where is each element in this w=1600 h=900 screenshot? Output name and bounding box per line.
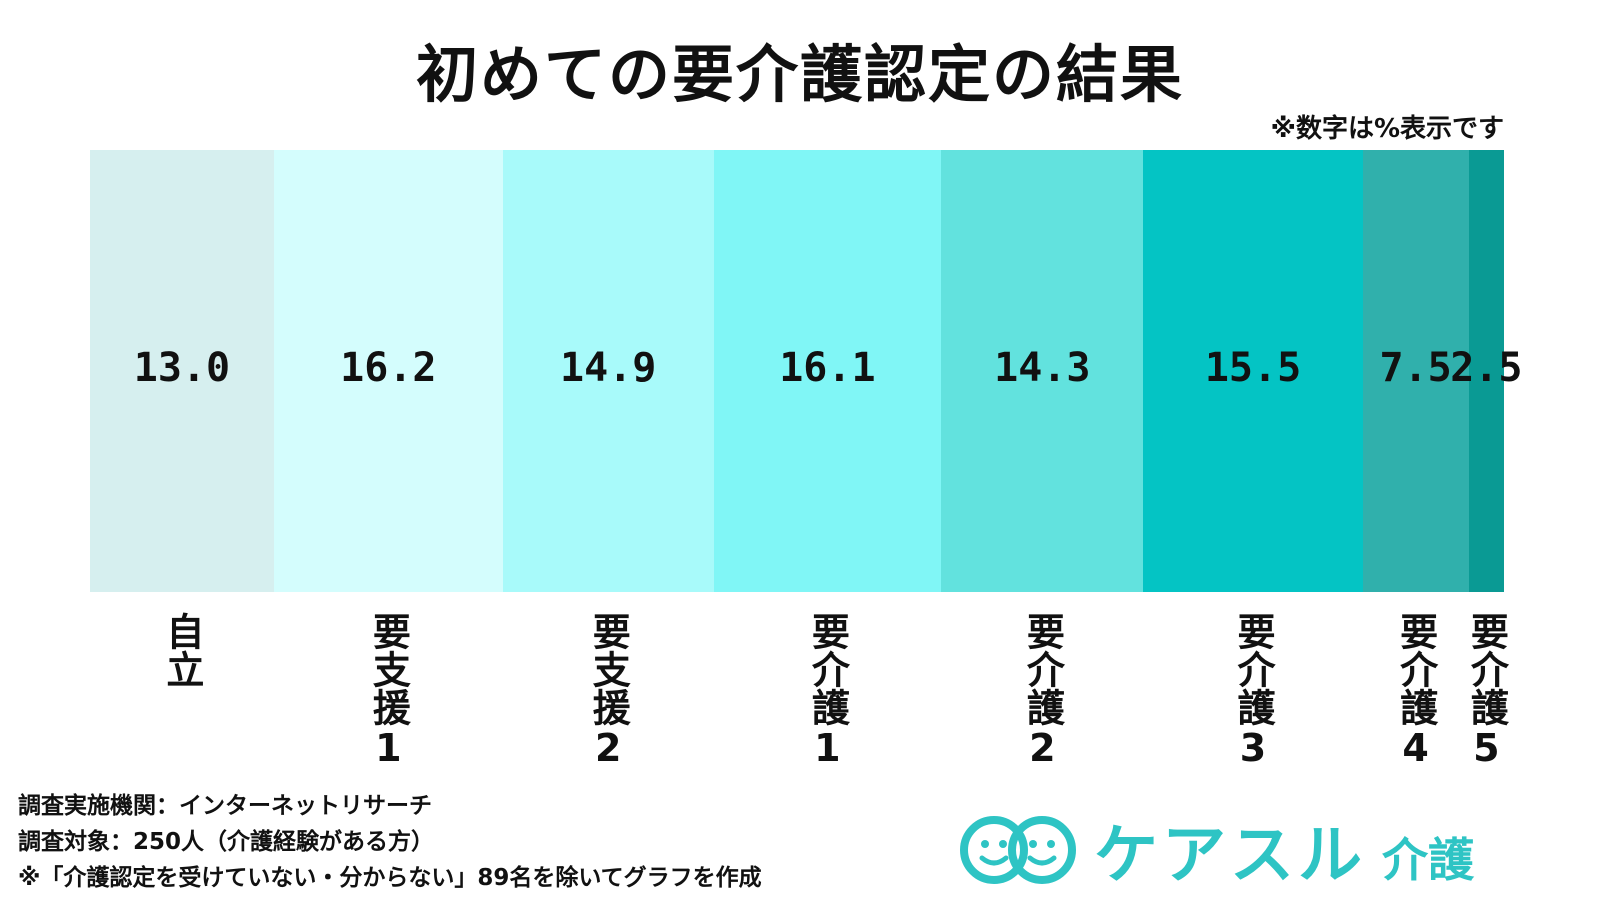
category-label-3: 要支援2 (586, 612, 631, 770)
category-label-8: 要介護5 (1464, 612, 1509, 770)
value-label-5: 14.3 (994, 345, 1091, 391)
note-institution: 調査実施機関：インターネットリサーチ (18, 793, 432, 819)
survey-notes: 調査実施機関：インターネットリサーチ 調査対象：250人（介護経験がある方） ※… (18, 788, 762, 896)
value-label-7: 7.5 (1379, 345, 1452, 391)
category-label-1: 自立 (159, 612, 204, 688)
brand-sub: 介護 (1382, 833, 1474, 887)
brand-name: ケアスル (1094, 819, 1366, 893)
value-label-1: 13.0 (133, 345, 231, 391)
category-label-6: 要介護3 (1231, 612, 1275, 770)
category-label-7: 要介護4 (1393, 612, 1438, 770)
value-label-2: 16.2 (340, 345, 437, 391)
smile-faces-icon (960, 816, 1076, 884)
chart-title: 初めての要介護認定の結果 (415, 38, 1184, 111)
note-target: 調査対象：250人（介護経験がある方） (18, 829, 435, 855)
stacked-bar (90, 150, 1504, 592)
value-label-4: 16.1 (779, 345, 876, 391)
bar-segment-5 (941, 150, 1144, 592)
bar-segment-8 (1468, 150, 1504, 592)
category-label-2: 要支援1 (366, 612, 411, 770)
category-label-5: 要介護2 (1020, 612, 1065, 770)
bar-segment-1 (90, 150, 274, 592)
bar-segment-3 (502, 150, 714, 592)
category-label-4: 要介護1 (805, 612, 850, 770)
bar-segment-4 (713, 150, 942, 592)
note-exclusion: ※「介護認定を受けていない・分からない」89名を除いてグラフを作成 (18, 865, 762, 891)
unit-note: ※数字は%表示です (1270, 114, 1504, 144)
value-label-8: 2.5 (1450, 345, 1523, 391)
bar-segment-2 (273, 150, 503, 592)
bar-segment-6 (1143, 150, 1363, 592)
value-label-3: 14.9 (560, 345, 657, 391)
bar-segment-7 (1362, 150, 1469, 592)
brand-logo: ケアスル 介護 (958, 810, 1474, 893)
value-label-6: 15.5 (1204, 345, 1302, 391)
